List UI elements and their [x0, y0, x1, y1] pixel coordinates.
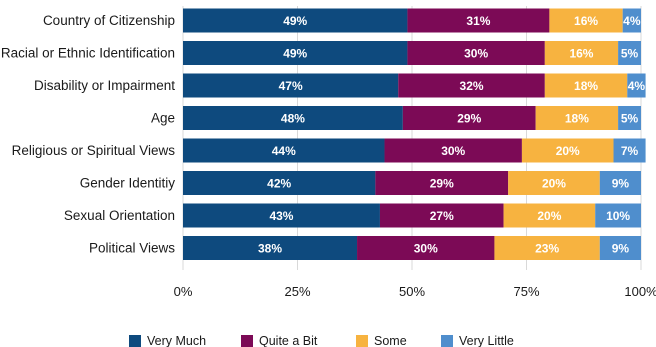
bar-segment	[407, 8, 550, 33]
legend-label: Very Much	[147, 334, 206, 347]
bar-segment	[599, 171, 641, 195]
legend-swatch	[356, 335, 368, 347]
data-label: 48%	[281, 112, 305, 126]
legend-swatch	[441, 335, 453, 347]
data-label: 18%	[565, 112, 589, 126]
category-label: Sexual Orientation	[64, 208, 175, 223]
bar-segment	[595, 203, 641, 228]
bar-segment	[357, 236, 495, 260]
data-label: 44%	[272, 144, 296, 158]
data-label: 38%	[258, 242, 282, 256]
data-label: 49%	[283, 14, 307, 28]
data-label: 9%	[612, 177, 630, 191]
category-label: Racial or Ethnic Identification	[1, 46, 175, 61]
bar-segment	[183, 171, 376, 195]
category-label: Political Views	[89, 241, 175, 256]
data-label: 32%	[460, 79, 484, 93]
bar-segment	[503, 203, 596, 228]
data-label: 7%	[621, 144, 639, 158]
bar-segment	[398, 73, 545, 98]
legend-label: Quite a Bit	[259, 334, 318, 347]
data-label: 20%	[537, 209, 561, 223]
bar-segment	[402, 106, 536, 130]
data-label: 20%	[542, 177, 566, 191]
x-tick-label: 50%	[399, 284, 425, 299]
category-labels: Country of Citizenship Racial or Ethnic I…	[1, 13, 175, 256]
data-label: 29%	[430, 177, 454, 191]
data-label: 18%	[574, 79, 598, 93]
bar-segment	[599, 236, 641, 260]
data-label: 9%	[612, 242, 630, 256]
x-tick-label: 100%	[624, 284, 656, 299]
bar-segment	[508, 171, 600, 195]
data-label: 49%	[283, 47, 307, 61]
bar-segment	[183, 8, 408, 33]
bar-segment	[375, 171, 509, 195]
bars: 49% 31% 16% 4% 49% 30% 16% 5% 47% 32% 18% 4% 48% 29% 1…	[183, 8, 646, 260]
legend-swatch	[241, 335, 253, 347]
x-tick-label: 0%	[174, 284, 193, 299]
legend-label: Some	[374, 334, 407, 347]
data-label: 16%	[574, 14, 598, 28]
x-tick-label: 75%	[513, 284, 539, 299]
bar-segment	[494, 236, 600, 260]
bar-segment	[618, 106, 641, 130]
data-label: 47%	[279, 79, 303, 93]
data-label: 27%	[430, 209, 454, 223]
category-label: Country of Citizenship	[43, 13, 175, 28]
data-label: 16%	[569, 47, 593, 61]
bar-segment	[384, 138, 522, 163]
data-label: 23%	[535, 242, 559, 256]
bar-segment	[183, 41, 408, 65]
bar-segment	[379, 203, 504, 228]
bar-segment	[544, 41, 619, 65]
data-label: 43%	[269, 209, 293, 223]
bar-segment	[183, 236, 358, 260]
bar-segment	[549, 8, 623, 33]
data-label: 20%	[556, 144, 580, 158]
data-label: 5%	[621, 47, 639, 61]
data-label: 30%	[464, 47, 488, 61]
bar-segment	[622, 8, 641, 33]
legend-label: Very Little	[459, 334, 514, 347]
bar-segment	[521, 138, 614, 163]
data-label: 4%	[623, 14, 641, 28]
legend-swatch	[129, 335, 141, 347]
category-label: Age	[151, 111, 175, 126]
category-label: Disability or Impairment	[34, 78, 175, 93]
data-label: 30%	[441, 144, 465, 158]
bar-segment	[183, 138, 385, 163]
bar-segment	[613, 138, 646, 163]
data-label: 5%	[621, 112, 639, 126]
data-label: 42%	[267, 177, 291, 191]
bar-segment	[183, 106, 403, 130]
legend: Very Much Quite a Bit Some Very Little	[129, 334, 514, 347]
data-label: 10%	[606, 209, 630, 223]
x-axis-tick-labels: 0% 25% 50% 75% 100%	[174, 284, 656, 299]
bar-segment	[183, 73, 399, 98]
bar-segment	[627, 73, 646, 98]
data-label: 30%	[414, 242, 438, 256]
category-label: Religious or Spiritual Views	[12, 143, 176, 158]
category-label: Gender Identitiy	[80, 176, 176, 191]
bar-segment	[535, 106, 619, 130]
bar-segment	[544, 73, 628, 98]
bar-segment	[407, 41, 545, 65]
data-label: 4%	[628, 79, 646, 93]
bar-segment	[183, 203, 380, 228]
bar-segment	[618, 41, 641, 65]
data-label: 29%	[457, 112, 481, 126]
x-tick-label: 25%	[284, 284, 310, 299]
data-label: 31%	[466, 14, 490, 28]
